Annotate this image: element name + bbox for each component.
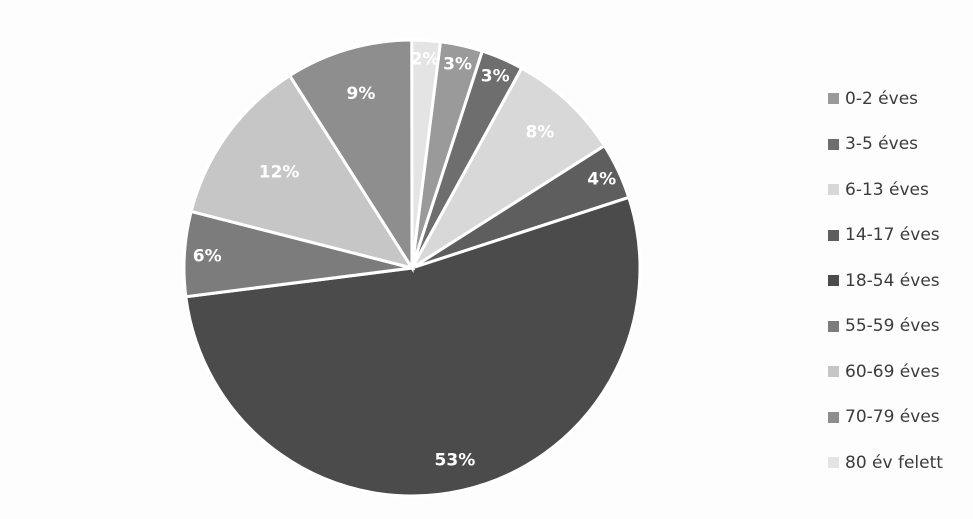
legend-swatch (828, 275, 839, 287)
pie-slice-8 (287, 38, 414, 274)
legend-swatch (828, 320, 839, 332)
pie-slice-9 (410, 38, 443, 269)
legend-label: 0-2 éves (845, 88, 919, 109)
legend-label: 55-59 éves (845, 316, 940, 337)
legend-label: 3-5 éves (845, 134, 919, 155)
legend: 0-2 éves 3-5 éves 6-13 éves 14-17 éves 18-54… (828, 76, 968, 486)
slice-value-label: 9% (347, 84, 376, 104)
legend-swatch (828, 457, 839, 469)
legend-item: 14-17 éves (828, 213, 968, 259)
legend-item: 80 év felett (828, 440, 968, 486)
legend-label: 18-54 éves (845, 270, 940, 291)
slice-value-label: 53% (435, 450, 476, 470)
pie-slice-5 (184, 195, 642, 498)
legend-item: 18-54 éves (828, 258, 968, 304)
legend-swatch (828, 229, 839, 241)
legend-item: 70-79 éves (828, 395, 968, 441)
legend-item: 55-59 éves (828, 304, 968, 350)
legend-item: 0-2 éves (828, 76, 968, 122)
legend-swatch (828, 138, 839, 150)
slice-value-label: 2% (411, 50, 440, 70)
legend-swatch (828, 184, 839, 196)
legend-swatch (828, 366, 839, 378)
slice-value-label: 4% (587, 170, 616, 190)
slice-value-label: 3% (481, 66, 510, 86)
legend-item: 3-5 éves (828, 122, 968, 168)
pie-slice-7 (189, 73, 416, 271)
legend-label: 60-69 éves (845, 361, 940, 382)
slice-value-label: 6% (193, 246, 222, 266)
slice-value-label: 8% (525, 123, 554, 143)
legend-label: 80 év felett (845, 452, 943, 473)
legend-item: 60-69 éves (828, 349, 968, 395)
legend-label: 70-79 éves (845, 407, 940, 428)
legend-label: 6-13 éves (845, 179, 929, 200)
legend-swatch (828, 411, 839, 423)
legend-swatch (828, 93, 839, 105)
legend-label: 14-17 éves (845, 225, 940, 246)
legend-item: 6-13 éves (828, 167, 968, 213)
slice-value-label: 12% (259, 163, 300, 183)
slice-value-label: 3% (443, 54, 472, 74)
pie-slice-3 (410, 66, 607, 270)
